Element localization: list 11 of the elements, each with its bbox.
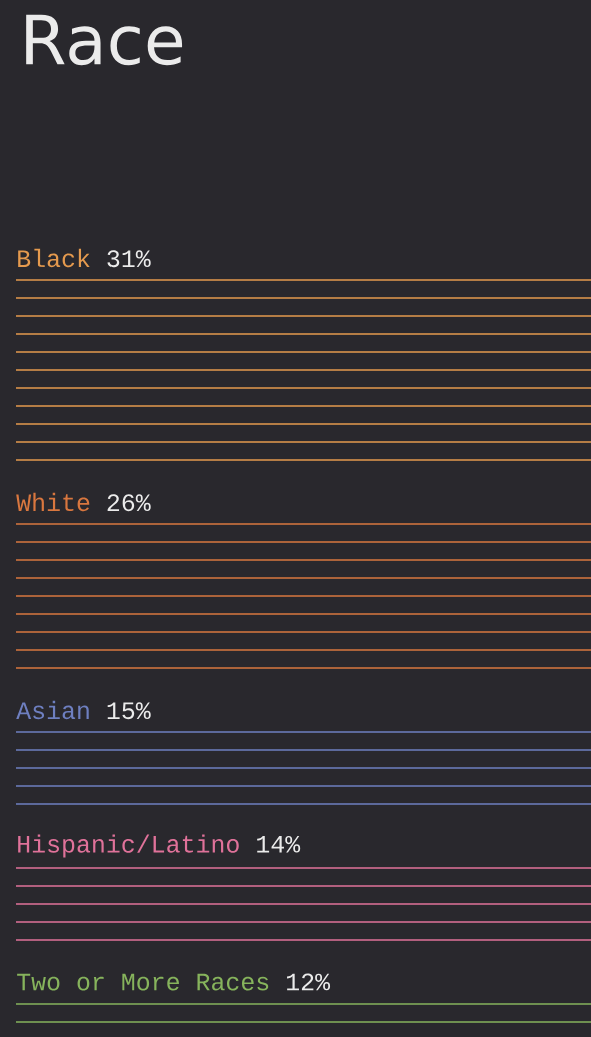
data-label: 26% xyxy=(107,494,151,512)
text: Race xyxy=(26,14,183,66)
data-label: 14% xyxy=(257,835,301,853)
category-label: Black xyxy=(18,248,90,268)
category-label: Two or More Races xyxy=(17,973,269,991)
data-label: 15% xyxy=(107,702,151,720)
category-label: Hispanic/Latino xyxy=(18,834,239,858)
category-label: Asian xyxy=(16,700,89,720)
data-label: 12% xyxy=(287,973,331,991)
category-label: White xyxy=(16,492,90,512)
data-label: 31% xyxy=(107,250,151,268)
